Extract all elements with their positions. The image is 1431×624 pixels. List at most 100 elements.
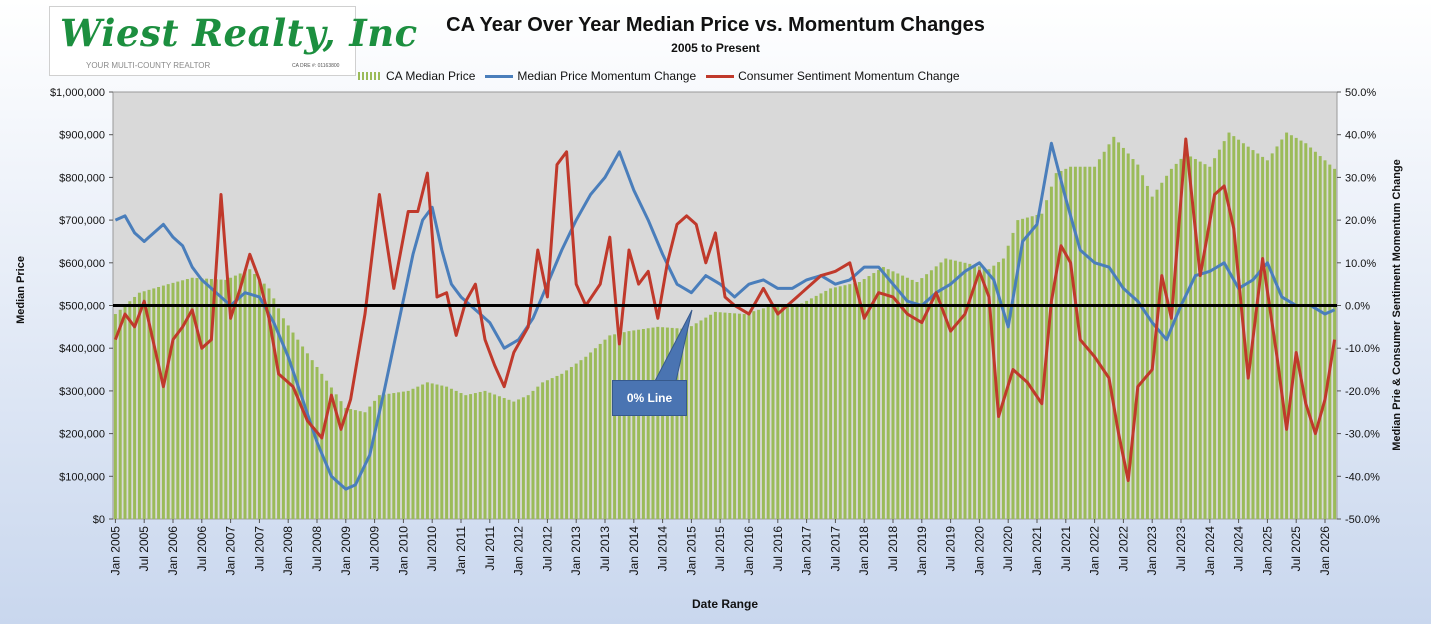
median-price-bar (118, 309, 122, 519)
median-price-bar (805, 300, 809, 519)
median-price-bar (872, 273, 876, 519)
median-price-bar (622, 332, 626, 519)
median-price-bar (608, 335, 612, 519)
median-price-bar (128, 301, 132, 519)
median-price-bar (598, 343, 602, 519)
median-price-bar (891, 271, 895, 519)
median-price-bar (166, 284, 170, 519)
median-price-bar (555, 375, 559, 519)
median-price-bar (1169, 168, 1173, 520)
median-price-bar (320, 373, 324, 519)
median-price-bar (997, 262, 1001, 519)
median-price-bar (209, 278, 213, 519)
axes-layer: $0 $100,000 $200,000 $300,000 $400,000 $500,0… (15, 87, 1403, 611)
median-price-bar (459, 393, 463, 519)
median-price-bar (814, 295, 818, 519)
median-price-bar (296, 339, 300, 519)
legend-item-price-momentum: Median Price Momentum Change (485, 69, 696, 83)
y-tick-label: $500,000 (59, 301, 105, 313)
median-price-bar (1246, 146, 1250, 519)
median-price-bar (224, 279, 228, 519)
median-price-bar (881, 267, 885, 519)
median-price-bar (896, 273, 900, 519)
y2-tick-label: -40.0% (1345, 471, 1380, 483)
y2-axis-title: Median Prie & Consumer Sentiment Momentu… (1391, 159, 1403, 451)
median-price-bar (445, 386, 449, 519)
median-price-bar (229, 277, 233, 519)
y2-tick-label: 30.0% (1345, 172, 1376, 184)
median-price-bar (795, 303, 799, 519)
median-price-bar (929, 270, 933, 519)
median-price-bar (718, 312, 722, 519)
median-price-bar (747, 312, 751, 519)
median-price-bar (1121, 147, 1125, 519)
median-price-bar (1289, 135, 1293, 520)
x-tick-label: Jul 2009 (368, 526, 382, 572)
median-price-bar (574, 363, 578, 519)
zero-line-callout: 0% Line (612, 380, 687, 416)
median-price-bar (689, 326, 693, 519)
y-tick-label: $200,000 (59, 429, 105, 441)
median-price-bar (1280, 139, 1284, 519)
median-price-bar (824, 290, 828, 519)
x-tick-label: Jul 2018 (886, 526, 900, 572)
median-price-bar (1083, 166, 1087, 520)
median-price-bar (310, 360, 314, 519)
x-tick-label: Jul 2014 (656, 526, 670, 572)
median-price-bar (992, 265, 996, 519)
median-price-bar (142, 291, 146, 519)
median-price-bar (771, 305, 775, 519)
median-price-bar (147, 289, 151, 519)
median-price-bar (723, 312, 727, 519)
median-price-bar (1270, 153, 1274, 519)
median-price-bar (257, 278, 261, 519)
x-tick-label: Jul 2013 (598, 526, 612, 572)
x-tick-label: Jan 2005 (108, 526, 122, 576)
x-tick-label: Jan 2023 (1145, 526, 1159, 576)
median-price-bar (737, 313, 741, 519)
median-price-bar (1299, 140, 1303, 519)
x-tick-label: Jul 2011 (483, 526, 497, 571)
median-price-bar (1318, 156, 1322, 520)
median-price-bar (781, 304, 785, 519)
x-axis-title: Date Range (692, 597, 758, 611)
x-tick-label: Jan 2024 (1203, 526, 1217, 576)
y-tick-label: $800,000 (59, 172, 105, 184)
median-price-bar (656, 326, 660, 519)
median-price-bar (421, 384, 425, 519)
x-tick-label: Jan 2010 (396, 526, 410, 576)
median-price-bar (205, 278, 209, 519)
median-price-bar (867, 276, 871, 519)
median-price-bar (281, 318, 285, 519)
median-price-bar (925, 274, 929, 519)
median-price-bar (1112, 136, 1116, 519)
x-tick-label: Jan 2009 (339, 526, 353, 576)
median-price-bar (541, 382, 545, 519)
median-price-bar (987, 269, 991, 519)
x-tick-label: Jul 2015 (713, 526, 727, 572)
median-price-bar (963, 262, 967, 519)
x-tick-label: Jul 2020 (1001, 526, 1015, 572)
chart-subtitle: 2005 to Present (671, 41, 760, 55)
y2-tick-label: -30.0% (1345, 429, 1380, 441)
median-price-bar (1198, 161, 1202, 519)
median-price-bar (877, 270, 881, 519)
median-price-bar (512, 401, 516, 519)
median-price-bar (713, 311, 717, 519)
median-price-bar (233, 275, 237, 519)
x-tick-label: Jan 2022 (1088, 526, 1102, 576)
median-price-bar (1313, 151, 1317, 519)
median-price-bar (1265, 160, 1269, 519)
median-price-bar (531, 390, 535, 519)
median-price-bar (1035, 214, 1039, 520)
median-price-bar (1069, 166, 1073, 520)
median-price-bar (752, 311, 756, 519)
median-price-bar (502, 398, 506, 519)
median-price-bar (766, 306, 770, 519)
median-price-bar (133, 296, 137, 519)
median-price-bar (137, 292, 141, 519)
median-price-bar (1030, 216, 1034, 519)
median-price-bar (704, 317, 708, 519)
y2-tick-label: 20.0% (1345, 215, 1376, 227)
